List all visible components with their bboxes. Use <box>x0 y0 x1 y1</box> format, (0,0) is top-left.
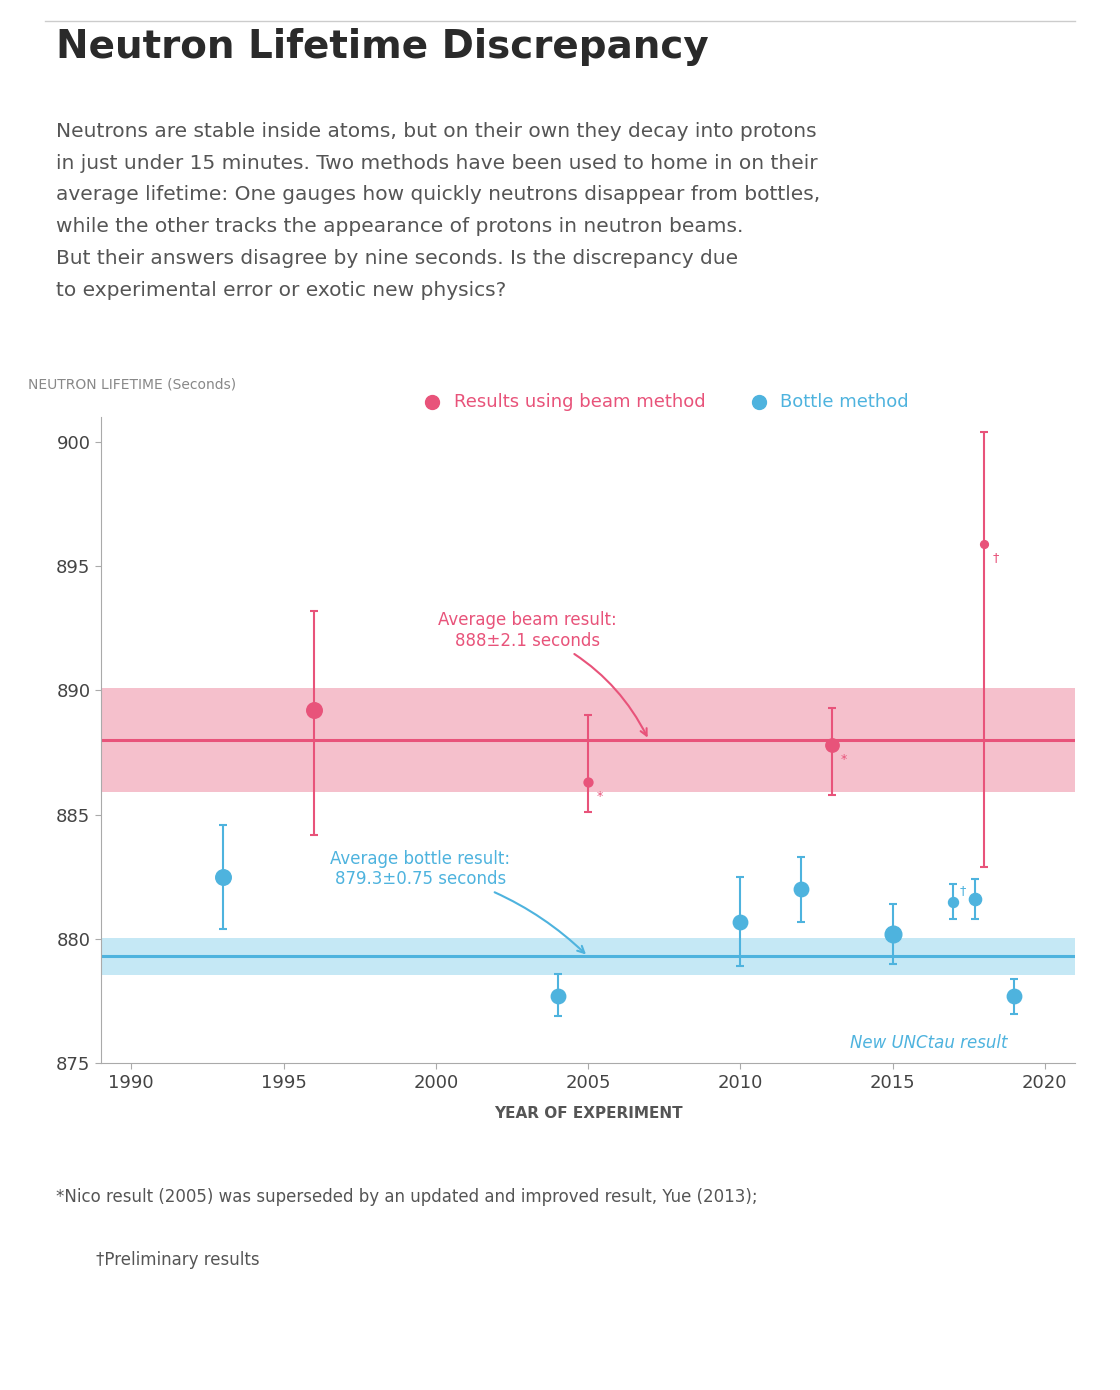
Text: Bottle method: Bottle method <box>780 393 908 410</box>
Text: New UNCtau result: New UNCtau result <box>850 1034 1008 1051</box>
Text: *Nico result (2005) was superseded by an updated and improved result, Yue (2013): *Nico result (2005) was superseded by an… <box>56 1188 757 1207</box>
Text: Average beam result:
888±2.1 seconds: Average beam result: 888±2.1 seconds <box>438 612 646 735</box>
Bar <box>101 938 1075 976</box>
Text: Neutrons are stable inside atoms, but on their own they decay into protons
in ju: Neutrons are stable inside atoms, but on… <box>56 122 820 299</box>
Text: †: † <box>960 884 965 897</box>
Text: †: † <box>993 552 999 564</box>
Bar <box>101 688 1075 792</box>
Text: †Preliminary results: †Preliminary results <box>96 1251 260 1269</box>
Text: Average bottle result:
879.3±0.75 seconds: Average bottle result: 879.3±0.75 second… <box>330 849 585 954</box>
Text: NEUTRON LIFETIME (Seconds): NEUTRON LIFETIME (Seconds) <box>28 377 236 391</box>
Text: Results using beam method: Results using beam method <box>454 393 706 410</box>
X-axis label: YEAR OF EXPERIMENT: YEAR OF EXPERIMENT <box>494 1105 682 1120</box>
Text: *: * <box>597 790 604 803</box>
Text: Neutron Lifetime Discrepancy: Neutron Lifetime Discrepancy <box>56 28 709 65</box>
Text: *: * <box>841 752 847 766</box>
